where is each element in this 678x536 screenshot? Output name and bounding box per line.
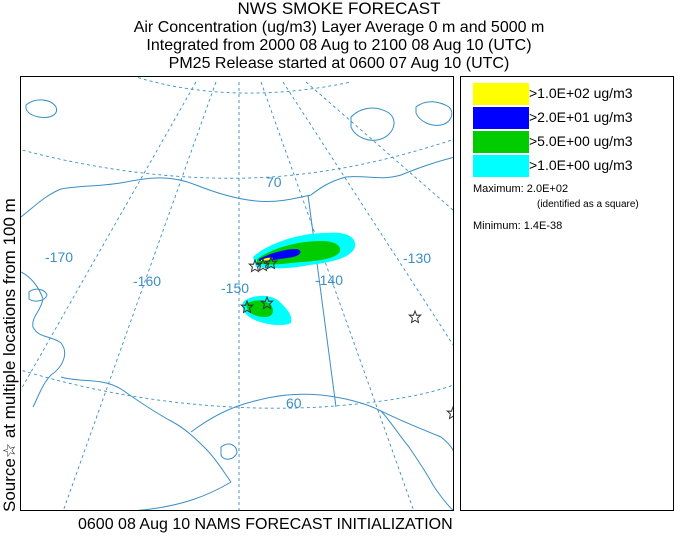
west-coast: [21, 271, 66, 408]
lat-line-60: [21, 369, 453, 409]
lon-line-130: [282, 81, 453, 346]
forecast-title: NWS SMOKE FORECAST: [237, 0, 441, 18]
arctic-coast: [21, 157, 453, 218]
source-marker: [247, 258, 263, 273]
concentration-subtitle: Air Concentration (ug/m3) Layer Average …: [133, 19, 545, 36]
maximum-note: (identified as a square): [537, 199, 639, 210]
source-marker: [407, 309, 423, 324]
panhandle: [380, 410, 453, 510]
axis-labels: -170 -160 -150 -140 -130 70 60: [45, 174, 431, 411]
legend-panel: >1.0E+02 ug/m3 >2.0E+01 ug/m3 >5.0E+00 u…: [460, 76, 674, 511]
map-panel[interactable]: -170 -160 -150 -140 -130 70 60: [20, 76, 454, 511]
lon-label-140: -140: [315, 272, 343, 288]
legend-swatch: [473, 107, 529, 129]
minimum-value: Minimum: 1.4E-38: [473, 220, 563, 232]
canada-border: [307, 194, 337, 408]
lon-label-160: -160: [133, 273, 161, 289]
lon-line-120: [305, 81, 453, 211]
banks-island: [350, 107, 395, 141]
legend-label: >1.0E+02 ug/m3: [529, 85, 633, 101]
st-lawrence-island: [28, 288, 48, 302]
integration-period: Integrated from 2000 08 Aug to 2100 08 A…: [146, 37, 532, 54]
source-markers: [239, 255, 453, 420]
source-marker: [259, 295, 275, 310]
forecast-initialization: 0600 08 Aug 10 NAMS FORECAST INITIALIZAT…: [78, 516, 453, 533]
lat-label-60: 60: [286, 395, 302, 411]
lat-line-70: [21, 139, 453, 179]
legend-swatch: [473, 131, 529, 153]
source-marker: [263, 255, 279, 270]
islands-ne: [415, 101, 453, 126]
legend-label: >2.0E+01 ug/m3: [529, 109, 633, 125]
coastline: [21, 99, 453, 510]
lon-line-170: [21, 81, 197, 391]
kodiak: [220, 443, 238, 460]
lon-line-160: [63, 81, 217, 510]
source-marker: [239, 299, 255, 314]
lon-label-170: -170: [45, 249, 73, 265]
maximum-value: Maximum: 2.0E+02: [473, 183, 569, 195]
bristol-bay: [60, 376, 232, 483]
release-start-info: PM25 Release started at 0600 07 Aug 10 (…: [168, 55, 510, 72]
legend-swatch: [473, 155, 529, 177]
source-height-label: Source☆ at multiple locations from 100 m: [0, 198, 19, 512]
alaska-map[interactable]: -170 -160 -150 -140 -130 70 60: [21, 77, 454, 511]
lon-line-140: [260, 81, 414, 510]
legend-label: >5.0E+00 ug/m3: [529, 133, 633, 149]
aleutian-arc: [137, 481, 232, 510]
plume-south-green: [246, 300, 273, 317]
legend-swatch: [473, 83, 529, 105]
lon-label-130: -130: [403, 250, 431, 266]
graticule: [21, 77, 453, 510]
lon-label-150: -150: [221, 280, 249, 296]
wrangel-island: [25, 99, 58, 118]
legend-label: >1.0E+00 ug/m3: [529, 157, 633, 173]
source-marker: [445, 405, 453, 420]
smoke-plumes: [242, 232, 356, 326]
south-coast: [190, 393, 453, 452]
lat-label-70: 70: [266, 174, 282, 190]
